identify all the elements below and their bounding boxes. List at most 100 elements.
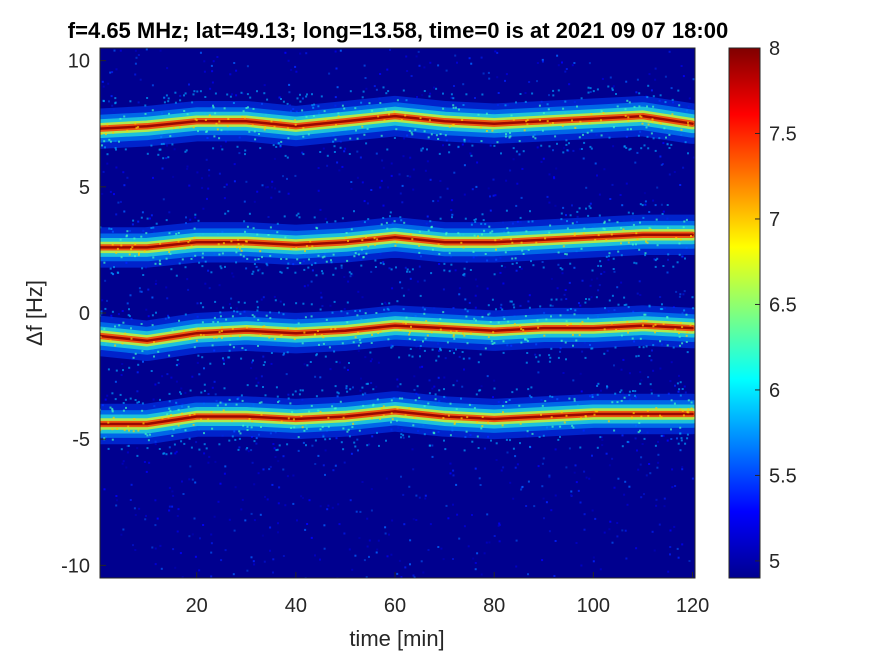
trace-speck [365, 252, 368, 255]
trace-speck [331, 311, 334, 314]
trace-speck [346, 312, 349, 315]
trace-speck [464, 217, 467, 220]
noise-speck [606, 349, 609, 352]
noise-speck [573, 266, 576, 269]
noise-speck [131, 223, 134, 226]
trace-speck [169, 135, 172, 138]
trace-speck [549, 304, 552, 307]
trace-speck [674, 328, 677, 331]
noise-speck [368, 443, 371, 446]
trace-speck [107, 368, 110, 371]
trace-speck [566, 227, 569, 230]
trace-speck [113, 266, 115, 269]
noise-speck [684, 391, 687, 394]
noise-speck [505, 179, 508, 182]
trace-speck [317, 254, 320, 257]
trace-speck [602, 227, 605, 230]
trace-speck [335, 124, 337, 127]
trace-speck [492, 331, 495, 334]
trace-speck [124, 398, 127, 401]
trace-speck [220, 330, 223, 333]
trace-speck [484, 253, 487, 255]
noise-speck [235, 94, 238, 97]
noise-speck [437, 64, 440, 67]
trace-speck [482, 219, 485, 222]
noise-speck [207, 269, 210, 272]
trace-speck [530, 396, 533, 399]
noise-speck [347, 369, 349, 371]
noise-speck [403, 137, 406, 140]
trace-speck [662, 265, 665, 267]
noise-speck [562, 372, 565, 374]
trace-speck [327, 416, 330, 419]
trace-speck [286, 102, 289, 105]
trace-speck [469, 269, 472, 271]
trace-speck [314, 439, 317, 442]
trace-speck [178, 319, 180, 322]
trace-speck [549, 356, 552, 359]
noise-speck [674, 485, 677, 487]
noise-speck [194, 216, 197, 219]
noise-speck [208, 287, 211, 290]
trace-speck [257, 269, 260, 272]
trace-speck [242, 424, 245, 427]
noise-speck [424, 494, 427, 497]
trace-speck [636, 238, 639, 241]
trace-speck [639, 221, 641, 224]
trace-speck [538, 104, 541, 107]
trace-speck [564, 100, 567, 103]
noise-speck [669, 529, 672, 532]
trace-speck [305, 245, 308, 248]
trace-speck [679, 322, 682, 325]
trace-speck [633, 261, 636, 264]
noise-speck [364, 356, 367, 359]
noise-speck [667, 258, 669, 261]
noise-speck [492, 396, 494, 399]
noise-speck [262, 355, 265, 358]
trace-speck [676, 261, 679, 264]
noise-speck [331, 506, 334, 509]
trace-speck [247, 106, 249, 109]
trace-speck [256, 233, 259, 236]
trace-speck [393, 220, 396, 223]
trace-speck [600, 119, 602, 122]
trace-speck [685, 341, 688, 343]
trace-speck [340, 441, 343, 444]
noise-speck [370, 488, 373, 491]
trace-speck [620, 254, 623, 257]
trace-speck [294, 119, 297, 122]
noise-speck [196, 302, 199, 305]
noise-speck [679, 449, 682, 452]
trace-speck [557, 89, 560, 92]
trace-speck [378, 444, 380, 447]
noise-speck [449, 472, 452, 475]
noise-speck [573, 471, 576, 474]
trace-speck [654, 323, 657, 326]
noise-speck [613, 486, 616, 489]
trace-speck [132, 430, 135, 433]
trace-speck [111, 243, 114, 246]
noise-speck [679, 184, 682, 186]
noise-speck [389, 48, 391, 51]
trace-speck [383, 119, 386, 122]
trace-speck [107, 421, 110, 424]
noise-speck [634, 437, 637, 440]
colorbar-gradient [728, 47, 761, 579]
trace-speck [432, 431, 435, 434]
trace-speck [311, 93, 313, 96]
noise-speck [314, 554, 316, 557]
trace-speck [380, 407, 383, 410]
noise-speck [305, 52, 308, 55]
trace-speck [509, 439, 511, 442]
trace-speck [123, 429, 126, 432]
trace-speck [662, 322, 665, 325]
noise-speck [198, 569, 201, 572]
trace-speck [243, 301, 246, 304]
trace-speck [646, 96, 649, 99]
trace-speck [528, 306, 531, 309]
trace-speck [632, 390, 634, 392]
noise-speck [406, 175, 409, 177]
trace-speck [686, 437, 689, 440]
trace-speck [659, 308, 662, 310]
trace-speck [624, 108, 627, 111]
